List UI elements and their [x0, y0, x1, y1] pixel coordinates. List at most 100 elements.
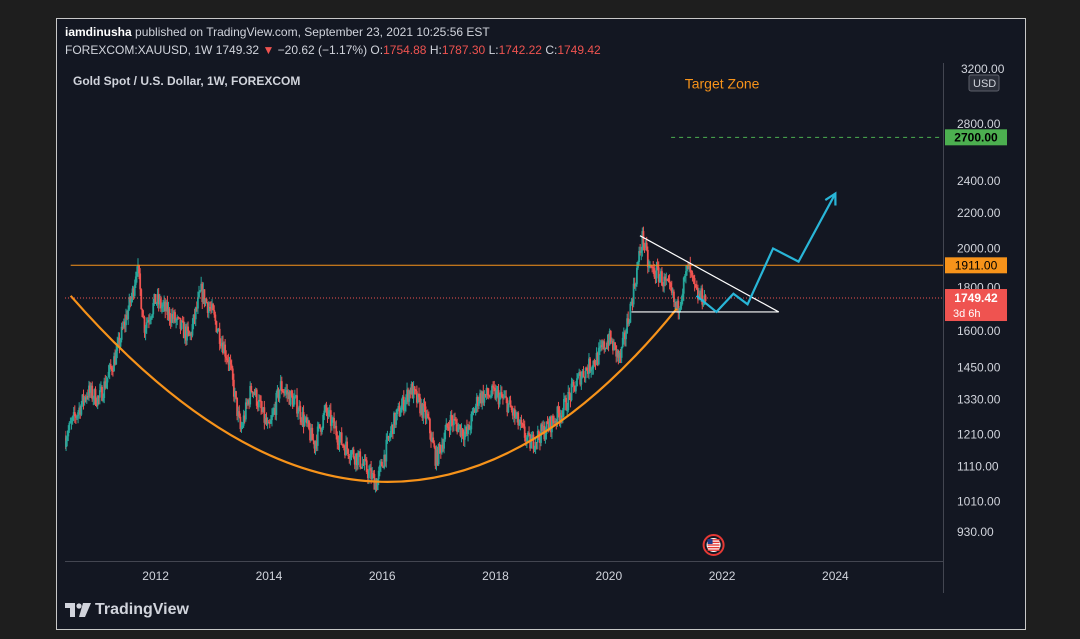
candle-body [455, 420, 457, 425]
candle-body [669, 282, 672, 288]
candle-body [210, 308, 212, 310]
candle-body [97, 396, 100, 398]
candle-body [119, 339, 122, 347]
x-tick-label: 2018 [482, 569, 509, 583]
candle-body [580, 376, 583, 385]
candle-body [593, 360, 596, 365]
candle-body [224, 344, 227, 357]
candle-body [80, 404, 83, 415]
candle-body [212, 304, 215, 310]
candle-body [686, 265, 688, 272]
candle-body [412, 386, 415, 399]
candle-body [381, 461, 383, 467]
candle-body [251, 391, 254, 394]
candle-body [547, 424, 550, 429]
candle-body [541, 424, 544, 432]
candle-body [658, 276, 661, 282]
candle-body [322, 414, 325, 429]
candle-body [386, 436, 389, 440]
candle-body [124, 321, 126, 326]
candle-body [189, 333, 192, 336]
candle-body [582, 370, 585, 377]
candle-body [121, 326, 124, 328]
candle-body [546, 421, 549, 425]
candle-body [581, 370, 584, 377]
candle-body [308, 420, 310, 429]
candle-body [651, 266, 654, 268]
candle-body [399, 412, 402, 417]
candle-body [600, 345, 602, 347]
author-name[interactable]: iamdinusha [65, 25, 132, 39]
candle-body [345, 441, 347, 456]
candle-body [175, 320, 178, 322]
candle-body [375, 481, 378, 491]
candle-body [145, 322, 148, 329]
candle-body [72, 412, 75, 417]
candle-body [434, 447, 437, 466]
candle-body [441, 444, 443, 453]
candle-body [252, 392, 255, 394]
candle-body [685, 271, 687, 276]
candle-body [328, 410, 331, 412]
y-tick-label: 1210.00 [957, 428, 1001, 442]
candle-body [680, 299, 683, 306]
candle-body [421, 403, 424, 418]
tradingview-logo[interactable]: TradingView [65, 601, 189, 619]
candle-body [490, 395, 492, 398]
tradingview-logo-icon [65, 603, 91, 617]
low-value: 1742.22 [498, 43, 542, 57]
candle-body [673, 291, 675, 303]
candle-body [481, 391, 484, 404]
candle-body [304, 417, 307, 420]
candle-body [298, 405, 301, 412]
candle-body [438, 444, 441, 447]
chart-area[interactable]: Gold Spot / U.S. Dollar, 1W, FOREXCOM 930… [64, 62, 1017, 593]
candle-body [535, 441, 538, 443]
candle-body [668, 280, 671, 283]
candle-body [470, 414, 473, 430]
candle-body [618, 352, 621, 358]
candle-body [420, 403, 423, 414]
candle-body [280, 381, 283, 392]
candle-body [182, 321, 185, 339]
candle-body [532, 434, 535, 449]
candle-body [497, 390, 500, 405]
candle-body [377, 470, 380, 480]
candle-body [525, 437, 528, 442]
candle-body [496, 390, 499, 392]
candle-body [463, 431, 466, 440]
flag-stripe [707, 541, 720, 544]
candle-body [558, 412, 561, 421]
candle-body [424, 406, 427, 420]
candle-body [396, 408, 399, 415]
chart-background [65, 63, 1017, 593]
candle-body [479, 393, 481, 402]
candle-body [560, 415, 563, 418]
candle-body [493, 387, 496, 389]
candle-body [577, 374, 579, 379]
candle-body [654, 276, 657, 279]
candle-body [488, 396, 491, 398]
candle-body [521, 423, 524, 425]
candle-body [117, 337, 120, 344]
candle-body [393, 412, 395, 434]
candle-body [79, 407, 82, 415]
bar-countdown: 3d 6h [953, 308, 981, 320]
candle-body [337, 442, 340, 445]
price-chart[interactable]: Gold Spot / U.S. Dollar, 1W, FOREXCOM 930… [64, 62, 1017, 593]
candle-body [266, 422, 269, 425]
candle-body [518, 424, 521, 426]
candle-body [118, 337, 121, 347]
candle-body [66, 436, 69, 441]
candle-body [374, 481, 377, 490]
candle-body [491, 385, 493, 396]
price-change: −20.62 (−1.17%) [277, 43, 368, 57]
candle-body [69, 422, 72, 424]
candle-body [291, 395, 294, 407]
candle-body [159, 298, 162, 309]
candle-body [671, 291, 674, 293]
candle-body [353, 457, 356, 465]
candle-body [670, 287, 673, 293]
candle-body [585, 368, 588, 371]
candle-body [185, 326, 187, 341]
